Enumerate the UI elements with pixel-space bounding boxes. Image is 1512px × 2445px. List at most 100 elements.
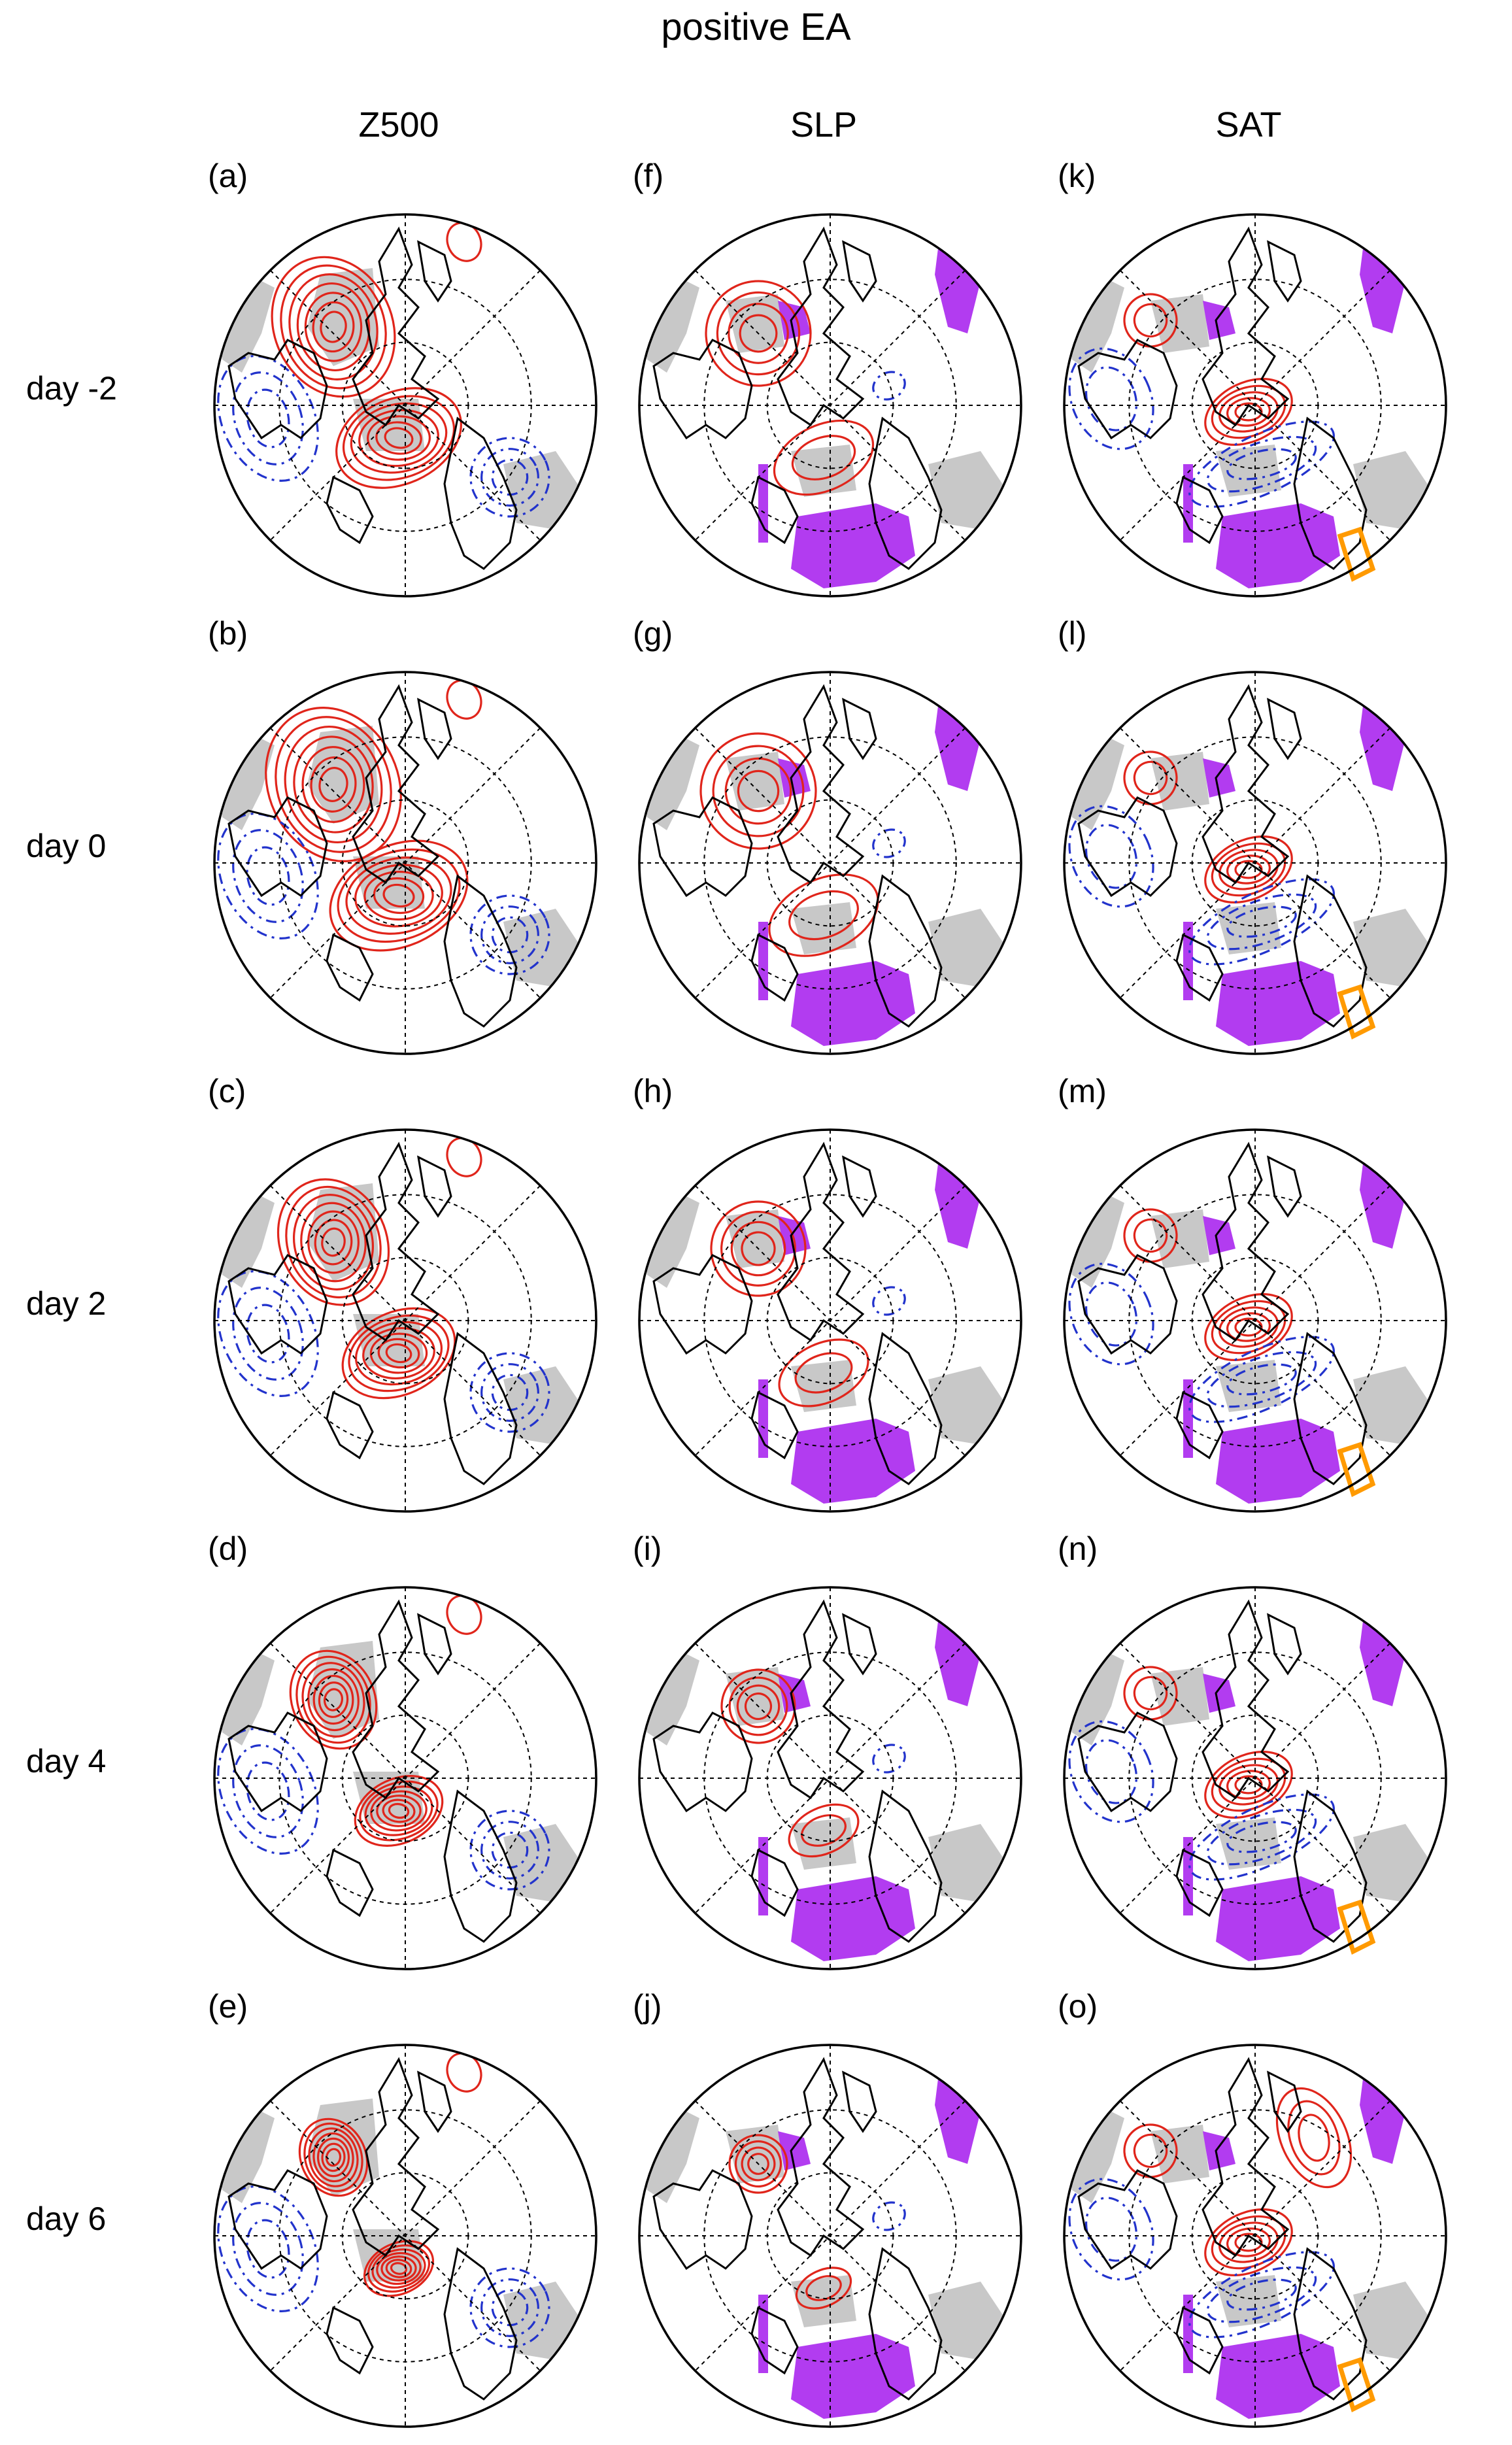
coastline (443, 874, 518, 1028)
coastline (842, 698, 877, 760)
map-content (1066, 222, 1432, 588)
negative-contour (232, 371, 304, 465)
positive-contour (728, 303, 789, 364)
positive-contour (359, 1780, 439, 1842)
shading-region (1216, 902, 1281, 954)
coastline (842, 1155, 877, 1218)
coastline (1267, 2070, 1302, 2133)
positive-contour (324, 1688, 343, 1711)
negative-contour (232, 1744, 304, 1838)
positive-contour (390, 2262, 408, 2275)
map-boundary (1063, 213, 1447, 598)
polar-map (213, 213, 597, 598)
coastline (777, 226, 865, 427)
coastline (1201, 1141, 1290, 1342)
orange-box (1337, 1442, 1376, 1497)
negative-contour (872, 1744, 906, 1774)
positive-contour (350, 402, 448, 474)
positive-contour (371, 2248, 426, 2289)
map-boundary (213, 213, 597, 598)
panel-label: (n) (1058, 1530, 1098, 1567)
negative-contour (1084, 1739, 1138, 1804)
shading-region (928, 2282, 1007, 2360)
map-boundary (638, 2044, 1022, 2428)
coastline (352, 226, 440, 427)
positive-contour (348, 1314, 450, 1392)
shading-region (503, 2282, 582, 2360)
polar-map (213, 671, 597, 1055)
coastline (1201, 226, 1290, 427)
panel-label: (m) (1058, 1073, 1107, 1109)
map-panel: (c) (203, 1072, 608, 1530)
positive-contour (303, 2122, 363, 2193)
map-content (1066, 2053, 1432, 2419)
shading-region (791, 1360, 856, 1412)
positive-contour (382, 1798, 416, 1823)
polar-map (638, 2044, 1022, 2428)
negative-contour (1068, 1262, 1154, 1366)
row-label-day-4: day 4 (26, 1743, 107, 1779)
positive-contour (773, 419, 875, 496)
coastline (417, 1613, 452, 1676)
map-panel: (h) (628, 1072, 1033, 1530)
positive-contour (446, 2052, 482, 2093)
positive-contour (768, 873, 879, 957)
column-header-sat: SAT (1215, 105, 1282, 144)
purple-region (1203, 2131, 1235, 2170)
shading-region (1353, 2282, 1432, 2360)
map-boundary (638, 213, 1022, 598)
positive-contour (736, 1684, 781, 1728)
positive-contour (788, 890, 859, 941)
map-panel: (m) (1052, 1072, 1458, 1530)
positive-contour (730, 1221, 786, 1277)
negative-contour (1068, 1720, 1154, 1823)
panel-label: (d) (208, 1530, 248, 1567)
row-label-day-0: day 0 (26, 828, 107, 864)
orange-box (1337, 2357, 1376, 2412)
coastline (842, 1613, 877, 1676)
coastline (652, 1711, 753, 1813)
negative-contour (480, 2278, 539, 2337)
meridian-line (269, 269, 541, 541)
panel-label: (h) (633, 1073, 673, 1109)
shading-region (1216, 1360, 1281, 1412)
panel-label: (o) (1058, 1988, 1098, 2025)
positive-contour (375, 421, 422, 455)
coastline (443, 1789, 518, 1943)
positive-contour (737, 769, 780, 813)
coastline (777, 2057, 865, 2257)
shading-region (1353, 1366, 1432, 1445)
panel-label: (e) (208, 1988, 248, 2025)
coastline (1267, 1613, 1302, 1676)
positive-contour (788, 1803, 860, 1858)
orange-box (1337, 984, 1376, 1039)
positive-contour (1226, 854, 1271, 885)
positive-contour (345, 856, 452, 935)
meridian-line (269, 1185, 541, 1457)
coastline (1077, 339, 1178, 440)
coastline (1201, 684, 1290, 885)
coastline (868, 416, 943, 570)
map-panel: (g) (628, 615, 1033, 1072)
positive-contour (446, 1137, 482, 1177)
map-boundary (213, 1128, 597, 1513)
positive-contour (1298, 2114, 1330, 2162)
row-label-day-6: day 6 (26, 2200, 107, 2237)
positive-contour (446, 1594, 482, 1635)
map-panel: (l) (1052, 615, 1458, 1072)
map-content (1066, 1595, 1432, 1961)
positive-contour (734, 2140, 782, 2188)
map-panel: (b) (203, 615, 608, 1072)
map-panel: (n) (1052, 1530, 1458, 1987)
polar-map (638, 671, 1022, 1055)
positive-contour (747, 2153, 769, 2175)
coastline (326, 475, 374, 545)
positive-contour (298, 2117, 369, 2197)
coastline (326, 2306, 374, 2375)
negative-contour (1084, 1281, 1138, 1347)
meridian-line (1119, 727, 1391, 999)
positive-contour (370, 1790, 428, 1832)
coastline (868, 874, 943, 1028)
positive-contour (354, 1775, 444, 1847)
positive-contour (292, 1194, 375, 1290)
